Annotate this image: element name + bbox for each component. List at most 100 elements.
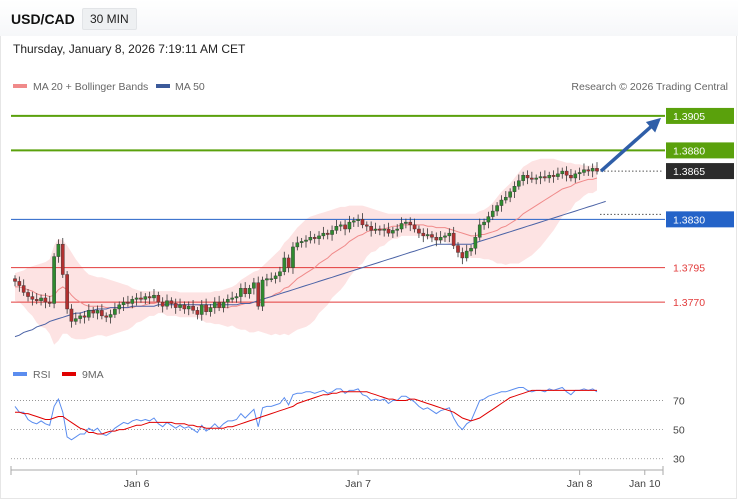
ma50-line [14, 200, 606, 338]
candle-body [451, 232, 456, 246]
candle-body [282, 257, 287, 272]
candle-67 [304, 235, 308, 248]
candle-body [256, 282, 261, 307]
candle-14 [74, 312, 78, 325]
time-label-Jan 6: Jan 6 [124, 478, 150, 490]
candle-71 [321, 226, 326, 240]
candle-27 [130, 295, 135, 309]
candle-body [443, 235, 447, 238]
candle-body [538, 176, 543, 179]
candle-105 [469, 244, 473, 256]
candle-body [321, 232, 326, 237]
candle-48 [221, 298, 226, 313]
candle-body [391, 230, 395, 234]
candle-body [212, 301, 217, 308]
candle-37 [173, 298, 178, 314]
time-label-Jan 10: Jan 10 [629, 478, 661, 490]
candle-31 [147, 291, 152, 305]
candle-11 [60, 237, 65, 278]
candle-84 [378, 225, 382, 236]
candle-121 [538, 171, 543, 185]
candle-body [590, 168, 595, 172]
candle-body [330, 230, 334, 235]
candle-body [269, 278, 274, 280]
rsi-layer: 70 50 30 [11, 386, 685, 466]
candle-body [499, 199, 504, 206]
candle-body [347, 221, 352, 230]
candle-64 [291, 242, 295, 274]
candle-93 [417, 225, 421, 238]
level-tag-1.3830: 1.3830 [666, 211, 734, 228]
candle-body [186, 306, 191, 310]
candle-2 [21, 279, 26, 296]
candle-body [204, 304, 208, 312]
candle-122 [543, 170, 547, 182]
candle-50 [230, 291, 234, 303]
candle-133 [590, 163, 595, 178]
candle-body [351, 220, 356, 223]
candle-16 [82, 311, 87, 324]
candle-body [247, 288, 252, 295]
candle-15 [78, 312, 82, 324]
candle-body [47, 301, 52, 304]
candle-30 [143, 293, 148, 305]
candle-body [577, 172, 582, 175]
candle-17 [87, 304, 91, 321]
candle-body [517, 180, 521, 187]
level-label-1.3795: 1.3795 [673, 263, 705, 275]
level-tag-box-1.3880 [666, 142, 734, 159]
candle-body [217, 301, 221, 308]
legend-rsi-swatch [13, 372, 27, 376]
candle-body [334, 226, 339, 231]
candle-body [286, 257, 291, 268]
candle-body [21, 285, 26, 293]
candle-98 [438, 231, 443, 244]
candle-body [343, 224, 347, 230]
candle-body [208, 307, 213, 312]
candle-18 [91, 306, 95, 318]
forecast-arrow-head [645, 117, 661, 133]
candle-body [295, 242, 300, 248]
candle-125 [556, 167, 560, 181]
candle-70 [317, 231, 321, 245]
candle-body [152, 294, 156, 299]
candle-body [108, 314, 113, 318]
candle-106 [473, 232, 478, 255]
candle-60 [273, 272, 278, 284]
candle-body [373, 228, 378, 231]
candle-body [52, 256, 56, 304]
candle-0 [13, 275, 17, 287]
candle-body [547, 175, 552, 179]
candle-82 [369, 221, 373, 237]
candle-35 [165, 294, 169, 310]
candle-body [534, 177, 538, 180]
candle-44 [204, 298, 208, 316]
candle-body [456, 245, 460, 253]
candle-89 [399, 217, 404, 233]
candle-body [338, 224, 343, 227]
bollinger-band-layer [15, 158, 597, 345]
candle-56 [256, 276, 261, 310]
candle-53 [243, 282, 247, 298]
candle-body [477, 224, 482, 238]
candle-32 [152, 288, 156, 302]
candle-86 [386, 222, 391, 237]
candle-80 [360, 213, 365, 229]
candle-69 [312, 233, 317, 244]
time-axis-layer: Jan 6 Jan 7 Jan 8 Jan 10 [10, 466, 664, 490]
candle-95 [425, 228, 430, 240]
legend-ma50-label: MA 50 [175, 81, 205, 93]
candle-body [182, 304, 187, 310]
candle-body [312, 237, 317, 239]
candle-34 [160, 297, 165, 313]
candle-body [95, 310, 100, 314]
candle-112 [499, 195, 504, 212]
candle-92 [412, 218, 417, 233]
candle-body [87, 310, 91, 318]
timeframe-button[interactable]: 30 MIN [82, 8, 137, 30]
candle-99 [443, 232, 447, 243]
candle-75 [338, 221, 343, 232]
candle-body [369, 226, 373, 231]
candle-73 [330, 225, 334, 241]
